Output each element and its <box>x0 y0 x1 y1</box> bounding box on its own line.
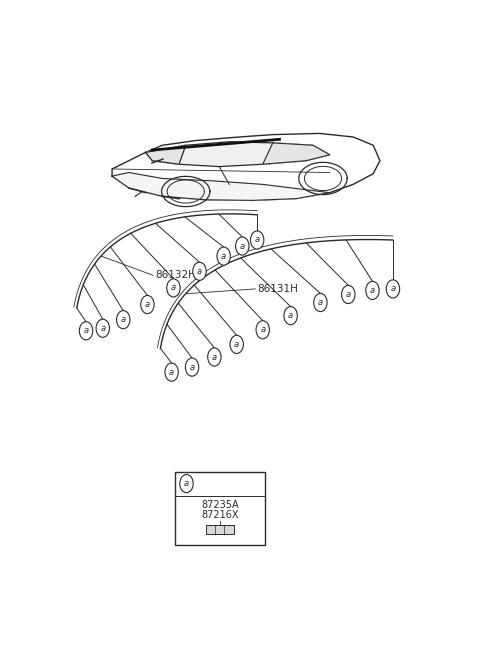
Circle shape <box>386 280 400 298</box>
Text: a: a <box>212 352 217 362</box>
Circle shape <box>256 321 269 339</box>
Text: 86131H: 86131H <box>257 284 298 294</box>
Circle shape <box>96 319 109 337</box>
Circle shape <box>165 363 178 381</box>
Text: a: a <box>120 315 126 324</box>
Circle shape <box>208 348 221 366</box>
Text: 87235A: 87235A <box>201 500 239 510</box>
FancyBboxPatch shape <box>175 472 264 545</box>
Text: a: a <box>260 326 265 334</box>
Polygon shape <box>112 134 380 200</box>
Circle shape <box>217 247 230 265</box>
Circle shape <box>117 310 130 329</box>
Circle shape <box>230 335 243 354</box>
Text: a: a <box>197 267 202 276</box>
Text: a: a <box>145 300 150 309</box>
Text: a: a <box>171 284 176 292</box>
Text: a: a <box>184 479 189 488</box>
Circle shape <box>314 293 327 312</box>
Polygon shape <box>263 143 330 164</box>
Text: a: a <box>190 363 194 371</box>
Circle shape <box>251 231 264 249</box>
Text: a: a <box>254 236 260 244</box>
Text: 87216X: 87216X <box>201 510 239 520</box>
Circle shape <box>284 307 297 325</box>
FancyBboxPatch shape <box>206 525 234 534</box>
Text: a: a <box>169 367 174 377</box>
Text: a: a <box>288 311 293 320</box>
Circle shape <box>193 262 206 280</box>
Text: a: a <box>318 298 323 307</box>
Text: a: a <box>390 284 396 293</box>
Circle shape <box>180 474 193 493</box>
Circle shape <box>79 322 93 340</box>
Polygon shape <box>112 172 330 200</box>
Circle shape <box>342 286 355 303</box>
Circle shape <box>185 358 199 376</box>
Circle shape <box>366 282 379 299</box>
Text: a: a <box>234 340 239 349</box>
Circle shape <box>236 237 249 255</box>
Circle shape <box>141 295 154 314</box>
Text: a: a <box>84 326 89 335</box>
Polygon shape <box>145 141 330 166</box>
Text: a: a <box>221 252 226 261</box>
Text: 86132H: 86132H <box>155 271 196 280</box>
Circle shape <box>167 279 180 297</box>
Text: a: a <box>100 324 105 333</box>
Text: a: a <box>370 286 375 295</box>
Text: a: a <box>240 242 245 251</box>
Polygon shape <box>145 145 186 164</box>
Text: a: a <box>346 290 351 299</box>
